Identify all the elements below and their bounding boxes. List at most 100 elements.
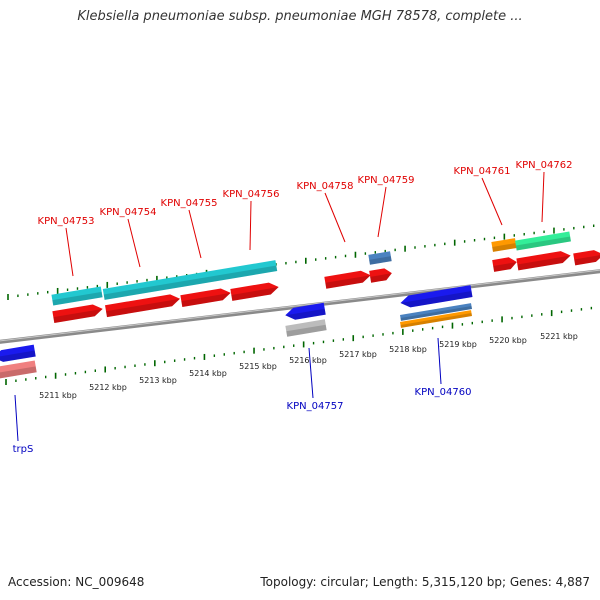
genome-summary-text: Topology: circular; Length: 5,315,120 bp… — [260, 575, 590, 589]
gene-label: KPN_04762 — [516, 160, 573, 171]
backbone-line — [0, 269, 600, 344]
cds-arrow-body — [573, 250, 600, 266]
leader-line — [324, 192, 346, 243]
leader-line — [437, 337, 442, 385]
gene-label: KPN_04757 — [287, 401, 344, 412]
gene-bar-body — [285, 319, 327, 337]
gene-bar-shade — [369, 256, 392, 265]
gene-label: KPN_04758 — [297, 181, 354, 192]
cds-arrow — [573, 250, 600, 266]
cds-arrow-reverse-body — [400, 285, 473, 308]
accession-text: Accession: NC_009648 — [8, 575, 145, 589]
gene-bar-body — [399, 310, 473, 328]
leader-line — [308, 347, 314, 399]
scale-label: 5221 kbp — [540, 332, 578, 341]
gene-label: KPN_04755 — [161, 198, 218, 209]
gene-label: KPN_04761 — [454, 166, 511, 177]
gene-bar-body — [51, 286, 103, 306]
leader-line — [14, 394, 19, 442]
gene-bar-shade — [103, 265, 278, 300]
gene-bar-shade — [400, 313, 473, 328]
scale-label: 5213 kbp — [139, 376, 177, 385]
gene-bar-shade — [400, 306, 473, 321]
cds-arrow — [492, 257, 517, 272]
genome-backbone — [0, 269, 600, 344]
gene-label: KPN_04759 — [358, 175, 415, 186]
scale-label: 5218 kbp — [389, 345, 427, 354]
gene-bar-shade — [515, 236, 571, 251]
leader-line — [481, 177, 503, 226]
cds-arrow-body — [324, 270, 371, 289]
gene-bar-body — [368, 251, 392, 265]
leader-line — [65, 227, 74, 277]
scale-label: 5215 kbp — [239, 362, 277, 371]
gene-bar — [285, 319, 327, 337]
cds-arrow — [516, 251, 571, 271]
leader-line — [188, 209, 202, 259]
gene-label: KPN_04760 — [415, 387, 472, 398]
gene-bar-shade — [286, 324, 327, 337]
gene-bar-shade — [0, 366, 37, 380]
cds-arrow-reverse-shade — [0, 350, 36, 362]
scale-label: 5220 kbp — [489, 336, 527, 345]
leader-line — [377, 186, 387, 238]
gene-bar — [515, 231, 571, 251]
scale-label: 5216 kbp — [289, 356, 327, 365]
cds-arrow — [180, 288, 231, 308]
scale-label: 5211 kbp — [39, 391, 77, 400]
map-title: Klebsiella pneumoniae subsp. pneumoniae … — [77, 9, 523, 24]
gene-bar-shade — [492, 243, 517, 252]
cds-arrow-reverse-shade — [285, 308, 326, 320]
cds-arrow-reverse-shade — [400, 291, 473, 308]
cds-arrow — [324, 270, 371, 289]
cds-arrow — [369, 268, 392, 283]
cds-arrow-body — [516, 251, 571, 271]
gene-bar — [491, 238, 517, 252]
cds-arrow-reverse — [400, 285, 473, 308]
cds-arrow-reverse — [0, 344, 36, 362]
label-leader-lines — [14, 171, 545, 442]
gene-bar — [399, 303, 473, 321]
scale-label: 5212 kbp — [89, 383, 127, 392]
cds-arrow — [52, 304, 103, 324]
cds-arrow-shade — [181, 292, 231, 308]
cds-arrow-shade — [493, 262, 517, 272]
gene-bar-body — [102, 260, 278, 300]
cds-arrow-reverse-body — [0, 344, 36, 362]
cds-arrow-shade — [370, 273, 392, 283]
gene-bar — [399, 310, 473, 328]
cds-arrow-shade — [325, 275, 371, 289]
cds-arrow-body — [369, 268, 392, 283]
gene-label: KPN_04753 — [38, 216, 95, 227]
leader-line — [541, 171, 545, 223]
gene-bar-body — [399, 303, 473, 321]
cds-arrow-shade — [53, 308, 103, 324]
gene-bar-body — [0, 360, 37, 380]
cds-arrow-body — [52, 304, 103, 324]
scale-label: 5217 kbp — [339, 350, 377, 359]
scale-labels: 5211 kbp 5212 kbp 5213 kbp 5214 kbp 5215 kbp… — [39, 332, 578, 400]
gene-bar — [0, 360, 37, 380]
gene-bar — [51, 286, 103, 306]
cds-arrow-body — [230, 282, 279, 301]
leader-line — [127, 218, 141, 268]
gene-label: KPN_04754 — [100, 207, 157, 218]
gene-bar — [368, 251, 392, 265]
gene-label: KPN_04756 — [223, 189, 280, 200]
cds-arrow-body — [105, 294, 180, 318]
cds-arrow-shade — [517, 255, 571, 271]
cds-arrow-shade — [231, 287, 279, 301]
cds-arrow-reverse — [285, 302, 326, 320]
cds-arrow-shade — [106, 298, 180, 318]
gene-label: trpS — [13, 444, 34, 455]
gene-bar-body — [491, 238, 517, 252]
gene-features — [0, 231, 600, 380]
scale-label: 5219 kbp — [439, 340, 477, 349]
scale-label: 5214 kbp — [189, 369, 227, 378]
cds-arrow-reverse-body — [285, 302, 326, 320]
gene-bar — [102, 260, 278, 300]
cds-arrow-shade — [574, 254, 600, 266]
gene-labels: KPN_04753 KPN_04754 KPN_04755 KPN_04756 KPN_… — [13, 160, 573, 455]
cds-arrow — [230, 282, 279, 301]
